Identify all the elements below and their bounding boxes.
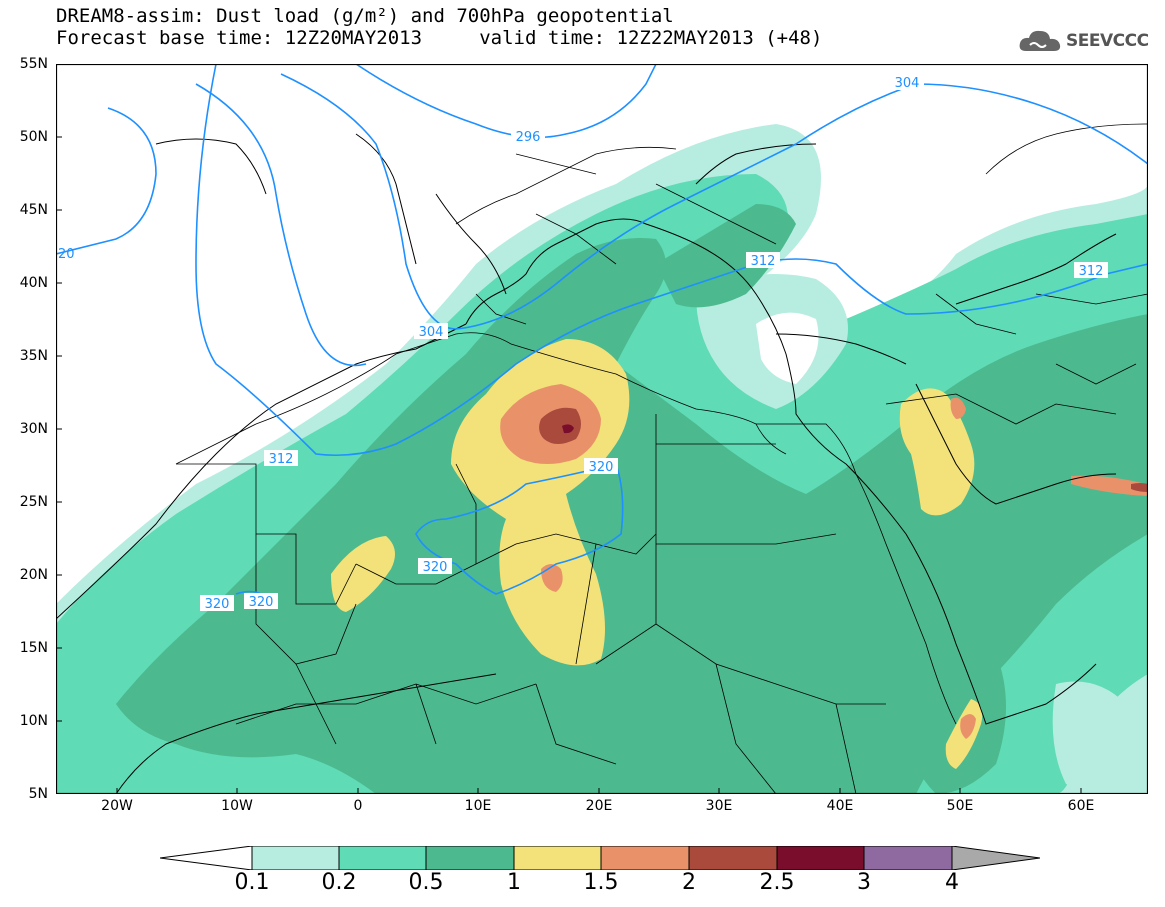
colorbar-swatch [513, 846, 602, 870]
lon-label: 20E [585, 798, 613, 814]
colorbar-swatch [600, 846, 690, 870]
lat-label: 10N [19, 713, 48, 729]
lat-label: 15N [19, 640, 48, 656]
contour-label-box [200, 595, 234, 611]
colorbar-label: 0.5 [408, 870, 444, 895]
colorbar-label: 0.2 [321, 870, 357, 895]
lat-label: 30N [19, 421, 48, 437]
contour-label: 312 [1079, 264, 1104, 279]
country-borders [175, 123, 1148, 794]
contour-label: 320 [589, 460, 614, 475]
map-frame [56, 64, 1148, 794]
contour-label-box [584, 458, 618, 474]
lon-label: 0 [353, 798, 363, 814]
contour-label: 312 [269, 452, 294, 467]
lon-label: 30E [705, 798, 733, 814]
lat-label: 5N [28, 786, 48, 802]
colorbar-swatch [338, 846, 427, 870]
contour-label: 20 [58, 247, 75, 262]
lat-label: 55N [19, 56, 48, 72]
contour-label: 304 [895, 76, 920, 91]
contour-label-box [414, 323, 448, 339]
colorbar-label: 0.1 [234, 870, 270, 895]
colorbar-extend-high [951, 846, 1040, 870]
contour-label: 320 [423, 560, 448, 575]
contour-labels: 296 304 304 312 312 312 320 320 320 320 … [58, 74, 1108, 612]
lon-label: 60E [1067, 798, 1095, 814]
colorbar-swatch [776, 846, 865, 870]
dust-load-map: 296 304 304 312 312 312 320 320 320 320 … [56, 64, 1148, 794]
lon-label: 10W [221, 798, 253, 814]
contour-label-box [511, 128, 545, 144]
lat-label: 40N [19, 275, 48, 291]
contour-label-box [264, 450, 298, 466]
contour-label-box [890, 74, 924, 90]
colorbar [160, 846, 1040, 870]
contour-label-box [244, 593, 278, 609]
cloud-icon [1019, 30, 1061, 51]
map-subtitle: Forecast base time: 12Z20MAY2013 valid t… [56, 27, 823, 49]
contour-label: 320 [249, 595, 274, 610]
colorbar-swatch [425, 846, 515, 870]
colorbar-swatch [863, 846, 953, 870]
colorbar-label: 4 [945, 870, 959, 895]
colorbar-label: 2 [682, 870, 696, 895]
lat-label: 25N [19, 494, 48, 510]
colorbar-extend-low [160, 846, 253, 870]
map-title: DREAM8-assim: Dust load (g/m²) and 700hP… [56, 5, 674, 27]
lon-label: 20W [101, 798, 133, 814]
contour-label-box [1074, 262, 1108, 278]
contour-label: 296 [516, 130, 541, 145]
lon-label: 40E [826, 798, 854, 814]
contour-label: 312 [751, 254, 776, 269]
colorbar-label: 2.5 [759, 870, 795, 895]
contour-label: 304 [419, 325, 444, 340]
lat-label: 45N [19, 202, 48, 218]
logo: SEEVCCC [1018, 26, 1149, 56]
lat-label: 20N [19, 567, 48, 583]
colorbar-label: 3 [857, 870, 871, 895]
colorbar-label: 1 [507, 870, 521, 895]
lon-label: 10E [464, 798, 492, 814]
lat-label: 50N [19, 129, 48, 145]
colorbar-label: 1.5 [583, 870, 619, 895]
contour-label-box [418, 558, 452, 574]
lon-label: 50E [946, 798, 974, 814]
lat-label: 35N [19, 348, 48, 364]
logo-text: SEEVCCC [1066, 31, 1149, 51]
contour-label-box [746, 252, 780, 268]
coastlines [56, 133, 1117, 794]
colorbar-swatch [688, 846, 778, 870]
contour-label: 320 [205, 597, 230, 612]
colorbar-swatch [251, 846, 340, 870]
geopotential-contours [56, 64, 1148, 595]
